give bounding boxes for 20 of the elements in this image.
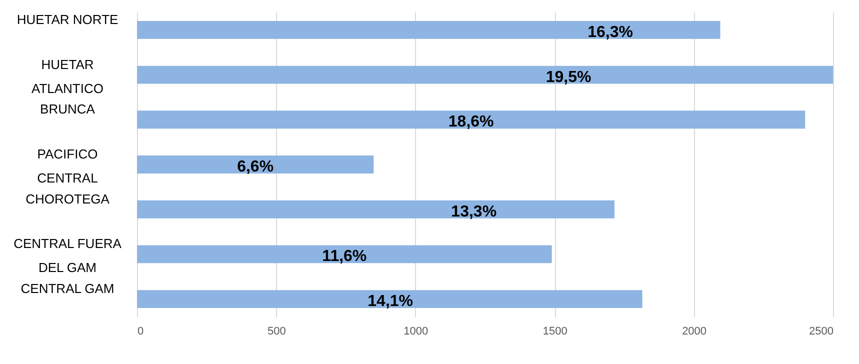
annotation: 18,6% bbox=[448, 114, 494, 131]
annotation: 13,3% bbox=[451, 203, 497, 220]
annotation: 16,3% bbox=[588, 24, 633, 41]
x-tick-label: 1000 bbox=[404, 326, 428, 338]
y-tick-label: BRUNCA bbox=[40, 102, 96, 117]
y-tick-label: CENTRAL GAM bbox=[20, 281, 114, 296]
annotation: 14,1% bbox=[368, 293, 414, 310]
x-tick-label: 2000 bbox=[682, 326, 707, 338]
annotation: 6,6% bbox=[237, 158, 274, 176]
annotation: 19,5% bbox=[546, 68, 592, 86]
x-tick-label: 2500 bbox=[809, 326, 834, 338]
y-tick-label: CHOROTEGA bbox=[26, 191, 110, 206]
x-tick-label: 0 bbox=[138, 326, 144, 338]
x-tick-label: 500 bbox=[268, 326, 286, 338]
y-tick-label: PACIFICO CENTRAL bbox=[37, 146, 98, 186]
y-tick-label: CENTRAL FUERA DEL GAM bbox=[14, 236, 122, 276]
y-tick-label: HUETAR ATLANTICO bbox=[32, 56, 104, 96]
annotation: 11,6% bbox=[322, 248, 367, 266]
x-tick-label: 1500 bbox=[542, 326, 568, 338]
y-tick-label: HUETAR NORTE bbox=[16, 12, 119, 27]
